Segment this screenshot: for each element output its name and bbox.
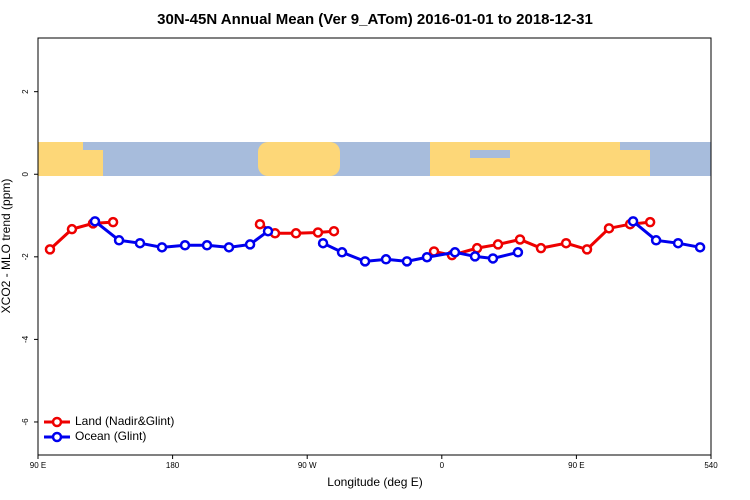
data-point [650,235,662,246]
data-point [223,242,235,253]
data-point [44,244,56,255]
data-point [644,216,656,228]
y-tick-label: -6 [21,418,30,426]
data-point [262,225,274,237]
data-point [89,216,101,227]
data-point [317,237,329,249]
data-point [107,216,119,228]
sea-shape [470,150,510,158]
series-line [632,220,701,249]
data-point [156,242,168,253]
x-tick-label: 90 E [30,461,46,470]
data-point [401,256,413,267]
data-point [254,218,266,230]
land-shape [83,150,103,176]
data-point [134,237,146,249]
data-point [179,240,191,251]
data-point [421,251,433,263]
data-point [672,237,684,249]
data-point [512,247,524,258]
data-point [290,228,302,239]
data-point [244,239,256,250]
x-tick-label: 90 W [298,461,317,470]
data-point [359,256,371,267]
data-point [113,235,125,246]
data-point [560,237,572,249]
legend-label: Ocean (Glint) [75,429,146,443]
data-point [312,227,324,238]
x-tick-label: 540 [704,461,718,470]
data-point [492,239,504,250]
data-point [627,216,639,227]
data-point [581,244,593,255]
data-point [535,242,547,254]
land-shape [620,150,650,176]
land-shape [38,142,83,176]
legend-marker [51,431,63,443]
map-band [38,142,711,176]
data-point [328,225,340,237]
data-point [449,247,461,258]
data-point [487,253,499,264]
y-axis-label: XCO2 - MLO trend (ppm) [0,179,13,314]
legend-label: Land (Nadir&Glint) [75,414,174,428]
y-tick-label: -2 [21,253,30,261]
data-point [469,251,481,262]
data-point [694,242,706,253]
plot-frame [37,37,712,456]
x-tick-label: 0 [440,461,445,470]
x-tick-label: 180 [166,461,180,470]
series-line [48,220,114,251]
data-point [201,240,213,251]
y-tick-label: -4 [21,335,30,343]
data-point [380,254,392,265]
legend-marker [51,416,63,428]
data-point [514,234,526,245]
data-point [66,223,78,235]
x-axis-label: Longitude (deg E) [327,475,422,489]
land-shape [430,142,620,176]
y-tick-label: 2 [21,89,30,94]
data-point [471,242,483,254]
data-point [603,223,615,234]
chart-title: 30N-45N Annual Mean (Ver 9_ATom) 2016-01… [157,11,593,28]
y-tick-label: 0 [21,171,30,176]
land-shape [258,142,340,176]
x-tick-label: 90 E [568,461,584,470]
series-line [322,241,519,263]
data-point [336,247,348,258]
